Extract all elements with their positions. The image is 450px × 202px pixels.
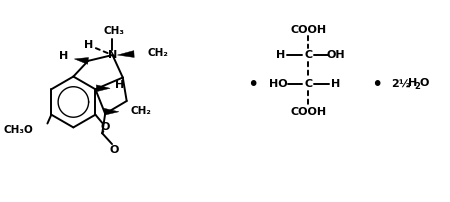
Text: H: H	[85, 40, 94, 50]
Text: H: H	[408, 78, 417, 88]
Text: 2: 2	[392, 79, 399, 89]
Text: C: C	[304, 50, 312, 60]
Text: N: N	[108, 50, 117, 60]
Text: CH₃O: CH₃O	[4, 125, 34, 135]
Text: CH₂: CH₂	[148, 48, 169, 58]
Text: CH₃: CH₃	[104, 26, 125, 36]
Text: 2: 2	[415, 82, 421, 91]
Text: •: •	[247, 75, 258, 94]
Text: •: •	[371, 75, 382, 94]
Text: H: H	[59, 51, 68, 61]
Polygon shape	[117, 51, 134, 57]
Text: OH: OH	[326, 50, 345, 60]
Text: C: C	[304, 79, 312, 89]
Text: CH₂: CH₂	[130, 106, 152, 116]
Text: COOH: COOH	[290, 107, 326, 117]
Text: COOH: COOH	[290, 25, 326, 35]
Text: H: H	[276, 50, 285, 60]
Text: O: O	[109, 145, 119, 155]
Text: O: O	[420, 78, 429, 88]
Polygon shape	[96, 85, 110, 92]
Text: H: H	[115, 80, 124, 90]
Text: HO: HO	[270, 79, 288, 89]
Text: O: O	[101, 122, 110, 132]
Text: ½: ½	[398, 79, 410, 89]
Polygon shape	[104, 108, 119, 115]
Polygon shape	[74, 58, 89, 64]
Text: H: H	[331, 79, 340, 89]
